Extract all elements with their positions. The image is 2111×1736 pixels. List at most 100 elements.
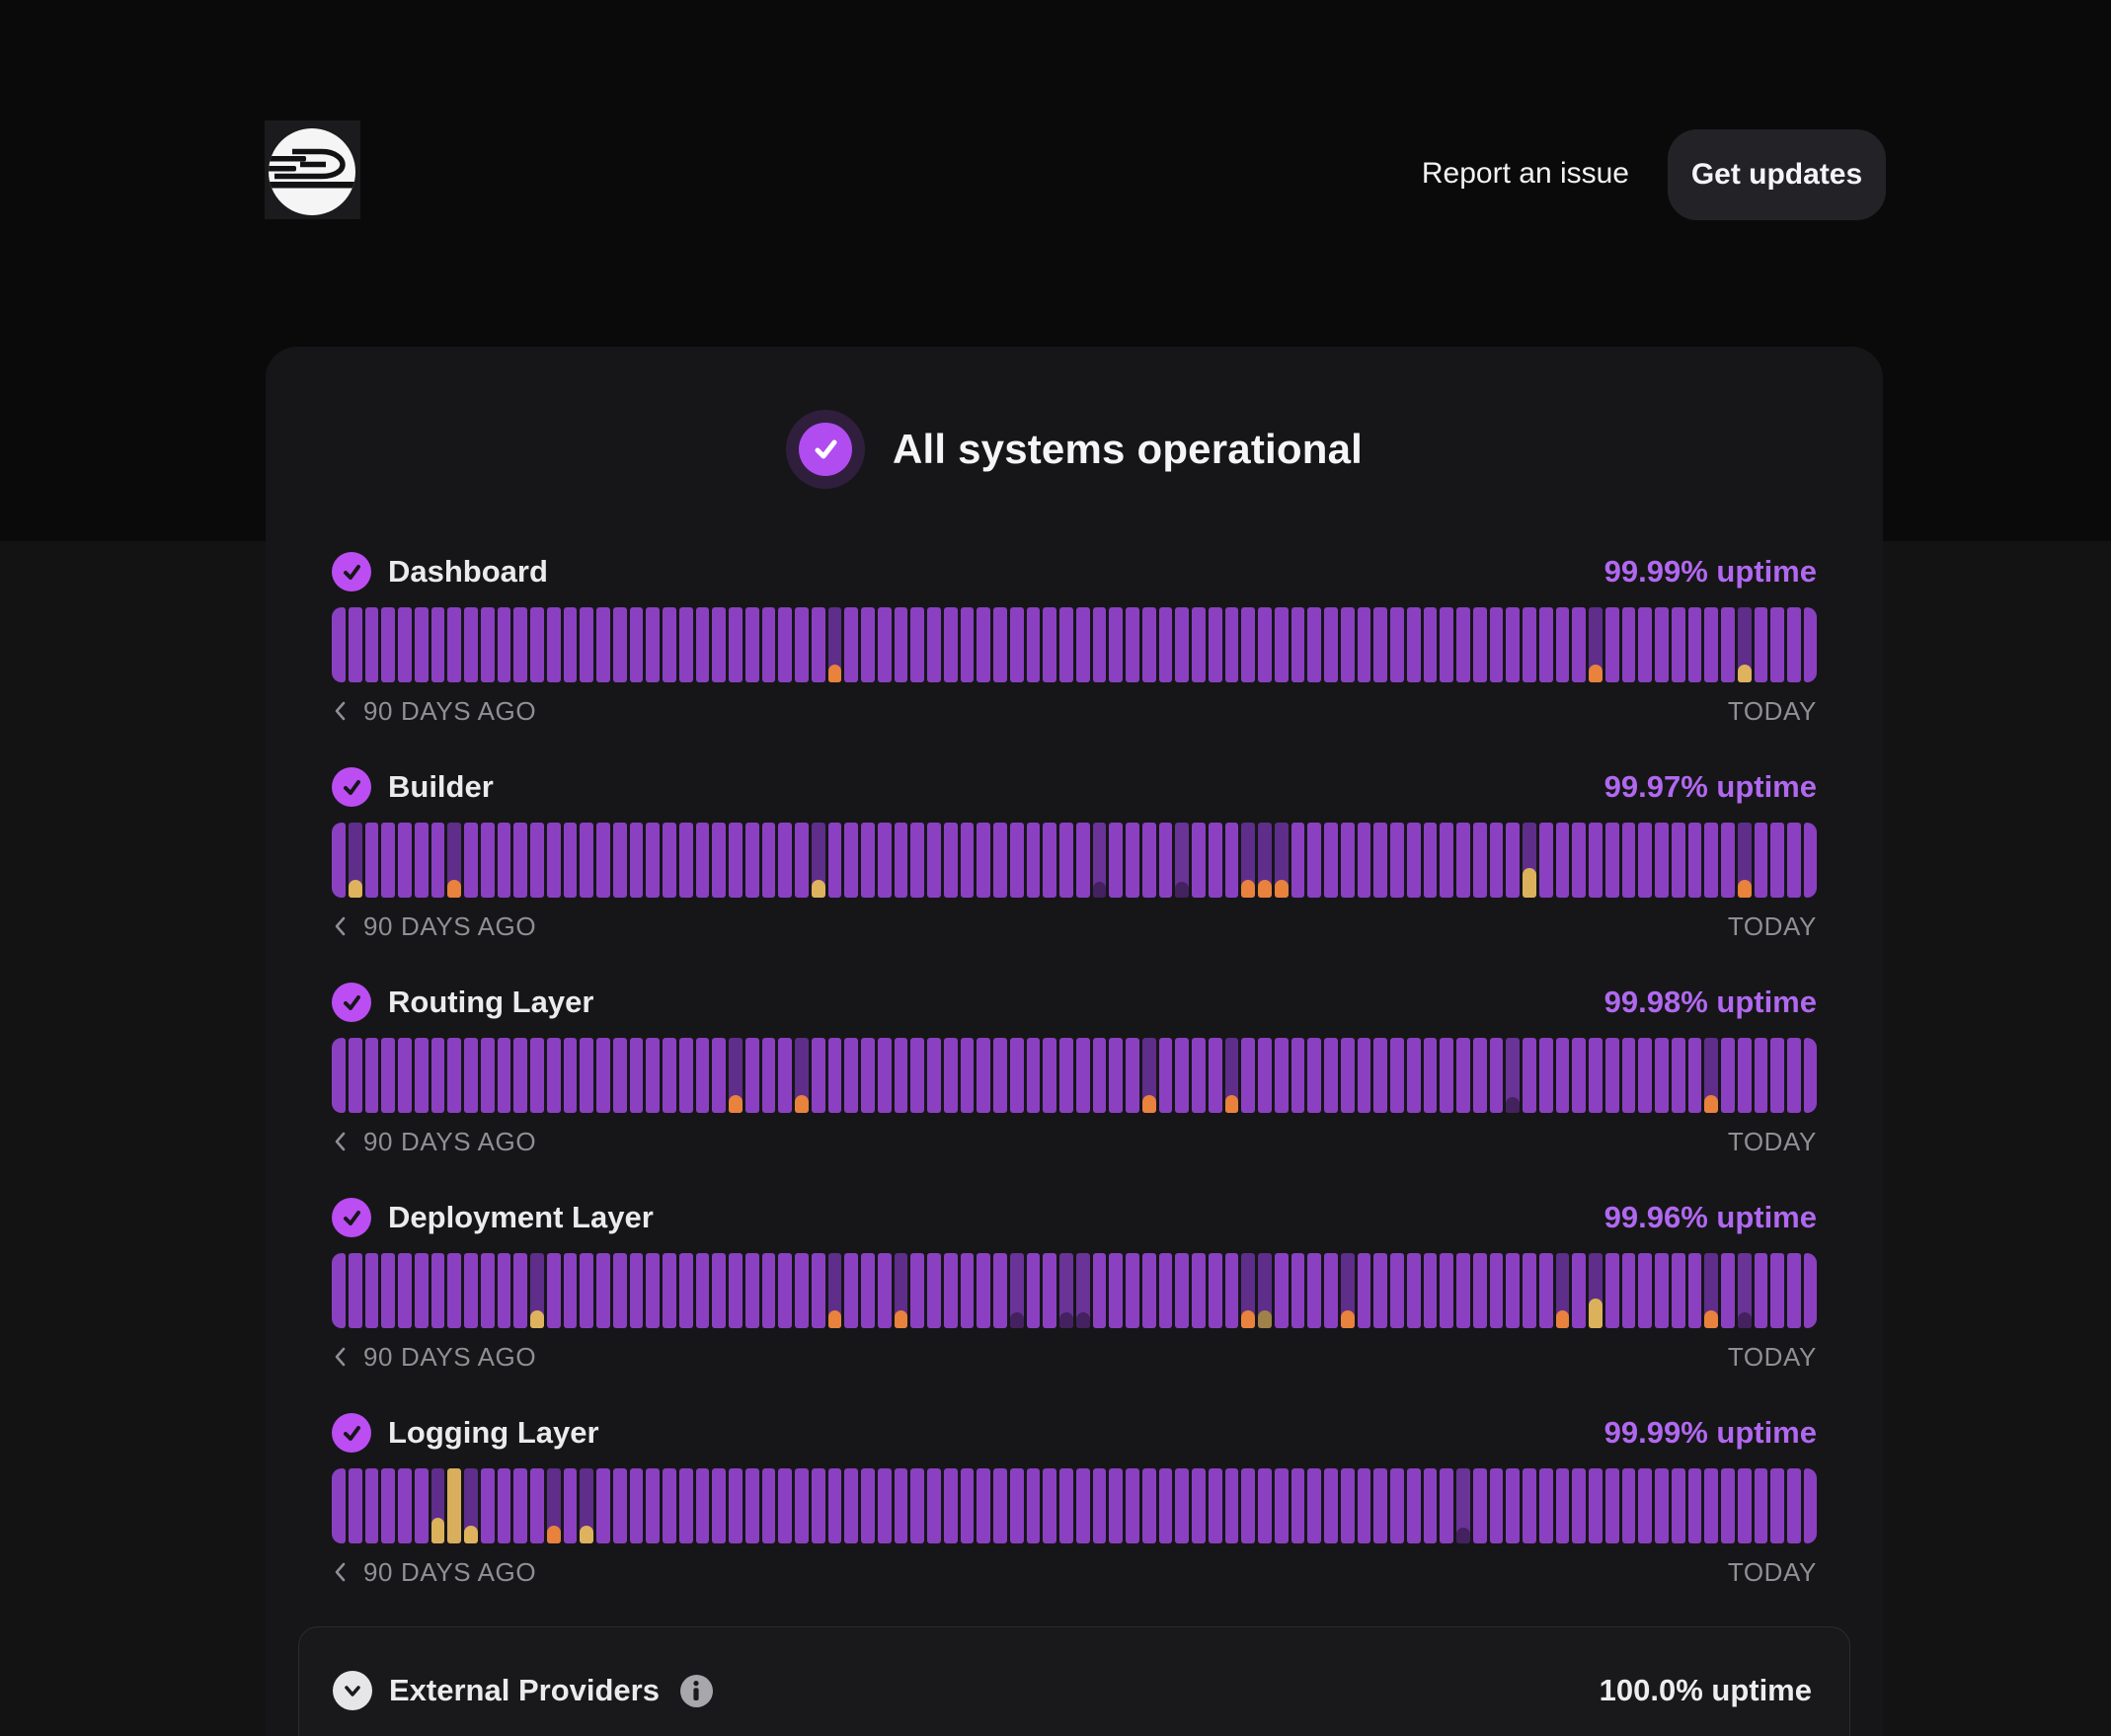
- uptime-bar[interactable]: [596, 823, 610, 898]
- uptime-bar[interactable]: [1092, 1038, 1107, 1113]
- uptime-bar[interactable]: [1224, 1468, 1239, 1543]
- uptime-bar[interactable]: [513, 823, 527, 898]
- uptime-bar[interactable]: [1687, 1253, 1702, 1328]
- uptime-bar[interactable]: [1324, 823, 1338, 898]
- uptime-bar[interactable]: [1158, 1468, 1173, 1543]
- uptime-bar[interactable]: [811, 823, 825, 898]
- chevron-left-icon[interactable]: [332, 913, 349, 939]
- uptime-bar[interactable]: [1208, 1468, 1222, 1543]
- uptime-bar[interactable]: [1572, 607, 1586, 682]
- uptime-bar[interactable]: [348, 1253, 362, 1328]
- uptime-bar[interactable]: [332, 607, 346, 682]
- uptime-bar[interactable]: [464, 823, 478, 898]
- uptime-bar[interactable]: [910, 823, 924, 898]
- uptime-bar[interactable]: [993, 1468, 1007, 1543]
- uptime-bar[interactable]: [1489, 1253, 1504, 1328]
- uptime-bar[interactable]: [1440, 1253, 1453, 1328]
- uptime-bar[interactable]: [1126, 1038, 1139, 1113]
- uptime-bar[interactable]: [1687, 1468, 1702, 1543]
- uptime-bar[interactable]: [927, 1038, 941, 1113]
- uptime-bar[interactable]: [348, 607, 362, 682]
- uptime-bar[interactable]: [663, 823, 676, 898]
- uptime-bar[interactable]: [663, 1253, 676, 1328]
- uptime-bar[interactable]: [1009, 823, 1024, 898]
- uptime-bar[interactable]: [1472, 607, 1487, 682]
- uptime-bar[interactable]: [1109, 1038, 1123, 1113]
- uptime-bar[interactable]: [1787, 1468, 1801, 1543]
- uptime-bar[interactable]: [795, 1038, 809, 1113]
- uptime-bar[interactable]: [1523, 1038, 1536, 1113]
- uptime-bar[interactable]: [1390, 823, 1404, 898]
- uptime-bar[interactable]: [1523, 607, 1536, 682]
- uptime-bar[interactable]: [877, 1253, 892, 1328]
- uptime-bar[interactable]: [1721, 607, 1735, 682]
- uptime-bar[interactable]: [1109, 823, 1123, 898]
- uptime-bar[interactable]: [646, 1038, 660, 1113]
- uptime-bar[interactable]: [414, 1253, 429, 1328]
- uptime-bar[interactable]: [1655, 607, 1669, 682]
- uptime-bar[interactable]: [348, 1038, 362, 1113]
- uptime-bar[interactable]: [1390, 1468, 1404, 1543]
- uptime-bar[interactable]: [894, 1468, 908, 1543]
- uptime-bar[interactable]: [1158, 1038, 1173, 1113]
- uptime-bar[interactable]: [1224, 1253, 1239, 1328]
- uptime-bar[interactable]: [1175, 1038, 1189, 1113]
- uptime-bar[interactable]: [1026, 1253, 1041, 1328]
- uptime-bar[interactable]: [1770, 607, 1784, 682]
- uptime-bar[interactable]: [1803, 823, 1817, 898]
- uptime-bar[interactable]: [430, 1468, 445, 1543]
- uptime-bar[interactable]: [1290, 823, 1305, 898]
- uptime-bar[interactable]: [563, 607, 578, 682]
- uptime-bar[interactable]: [877, 823, 892, 898]
- uptime-bar[interactable]: [530, 607, 544, 682]
- uptime-bar[interactable]: [480, 1253, 495, 1328]
- uptime-bar[interactable]: [894, 1253, 908, 1328]
- uptime-bar[interactable]: [761, 1253, 776, 1328]
- uptime-bar[interactable]: [1059, 823, 1073, 898]
- uptime-bar[interactable]: [960, 607, 975, 682]
- uptime-bar[interactable]: [1754, 1468, 1768, 1543]
- uptime-bar[interactable]: [1192, 1468, 1206, 1543]
- uptime-bar[interactable]: [596, 1253, 610, 1328]
- uptime-bar[interactable]: [1208, 1253, 1222, 1328]
- uptime-bar[interactable]: [827, 607, 842, 682]
- uptime-bar[interactable]: [580, 1038, 593, 1113]
- uptime-bar[interactable]: [1043, 1038, 1056, 1113]
- uptime-bar[interactable]: [447, 1253, 461, 1328]
- uptime-bar[interactable]: [1175, 1253, 1189, 1328]
- uptime-bar[interactable]: [1572, 823, 1586, 898]
- uptime-bar[interactable]: [712, 1468, 726, 1543]
- external-providers-row[interactable]: External Providers 100.0% uptime: [333, 1669, 1812, 1712]
- uptime-bar[interactable]: [977, 607, 990, 682]
- uptime-bar[interactable]: [678, 1253, 693, 1328]
- report-issue-link[interactable]: Report an issue: [1421, 157, 1629, 190]
- uptime-bar[interactable]: [1258, 607, 1272, 682]
- uptime-bar[interactable]: [1258, 823, 1272, 898]
- uptime-bar[interactable]: [1621, 1253, 1636, 1328]
- uptime-bar[interactable]: [1671, 1038, 1685, 1113]
- uptime-bar[interactable]: [1671, 1253, 1685, 1328]
- uptime-bar[interactable]: [1538, 823, 1553, 898]
- info-icon[interactable]: [679, 1674, 713, 1707]
- uptime-bar[interactable]: [430, 607, 445, 682]
- uptime-bar[interactable]: [332, 1038, 346, 1113]
- uptime-bar[interactable]: [546, 1038, 561, 1113]
- uptime-bar[interactable]: [1671, 1468, 1685, 1543]
- uptime-bar[interactable]: [1538, 1038, 1553, 1113]
- uptime-bar[interactable]: [1141, 1253, 1156, 1328]
- uptime-bar[interactable]: [464, 1468, 478, 1543]
- uptime-bar[interactable]: [943, 607, 958, 682]
- uptime-bar[interactable]: [1406, 1468, 1421, 1543]
- uptime-bar[interactable]: [1506, 1253, 1520, 1328]
- uptime-bar[interactable]: [497, 1468, 511, 1543]
- uptime-bar[interactable]: [1604, 1253, 1619, 1328]
- uptime-bar[interactable]: [1208, 607, 1222, 682]
- uptime-bar[interactable]: [1241, 1468, 1255, 1543]
- uptime-bar[interactable]: [977, 1038, 990, 1113]
- chevron-left-icon[interactable]: [332, 1129, 349, 1154]
- uptime-bar[interactable]: [414, 823, 429, 898]
- uptime-bar[interactable]: [844, 607, 858, 682]
- uptime-bar[interactable]: [1075, 607, 1090, 682]
- uptime-bar[interactable]: [332, 823, 346, 898]
- uptime-bar[interactable]: [1687, 823, 1702, 898]
